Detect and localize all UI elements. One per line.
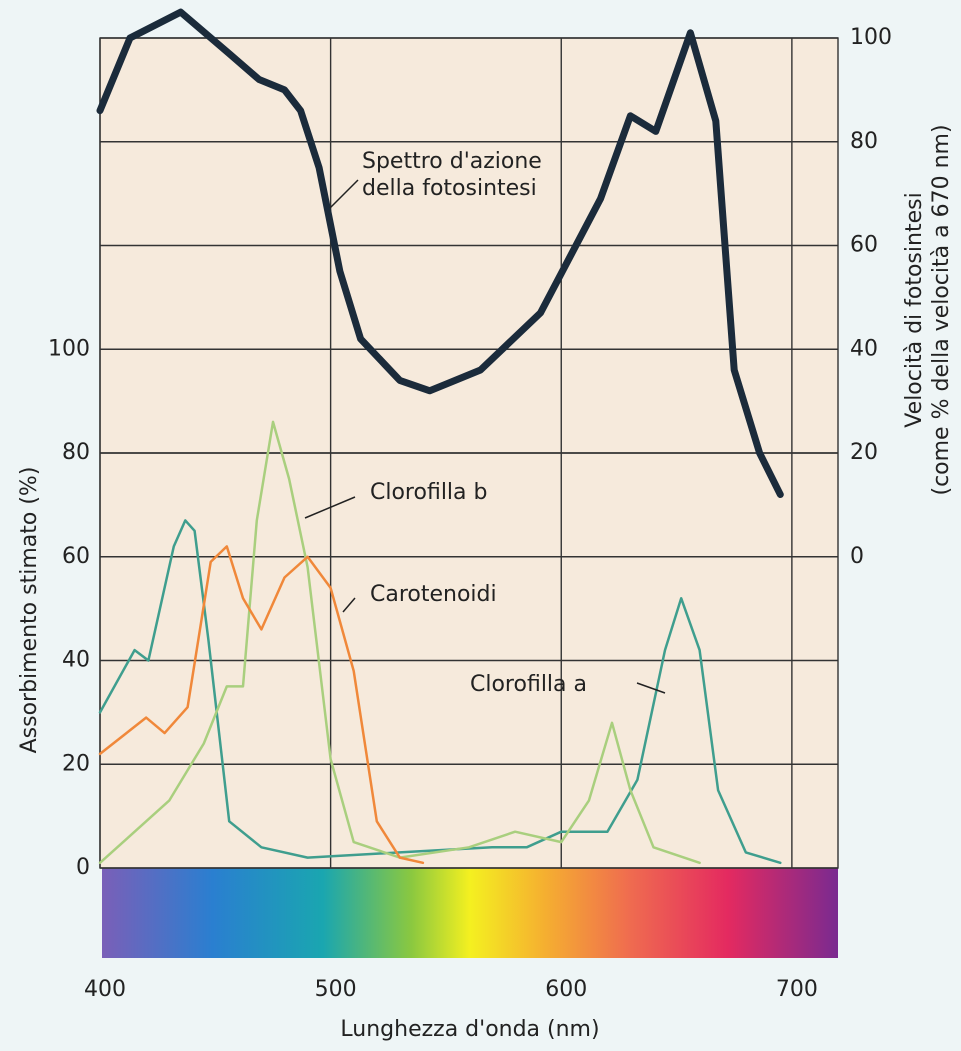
series-label: Carotenoidi — [370, 582, 497, 607]
y-tick-label: 20 — [62, 751, 90, 776]
annotation-leader — [342, 597, 356, 613]
y-tick-label: 40 — [62, 648, 90, 673]
y2-tick-label: 40 — [850, 336, 878, 361]
y2-tick-label: 20 — [850, 440, 878, 465]
y2-tick-label: 0 — [850, 544, 864, 569]
series-line — [98, 545, 425, 865]
x-tick-label: 400 — [84, 977, 126, 1002]
x-tick-label: 600 — [545, 977, 587, 1002]
series-label: Clorofilla a — [470, 672, 587, 697]
y-tick-label: 0 — [76, 855, 90, 880]
series-label: Clorofilla b — [370, 480, 487, 505]
y2-tick-label: 80 — [850, 129, 878, 154]
series-label-box: Spettro d'azione della fotosintesi — [362, 149, 542, 201]
y-tick-label: 60 — [62, 544, 90, 569]
series-label: Spettro d'azione della fotosintesi — [362, 149, 542, 201]
spectrum-strip — [102, 868, 838, 958]
y2-axis-label: Velocità di fotosintesi — [902, 192, 927, 427]
y2-tick-label: 100 — [850, 25, 892, 50]
x-axis-label: Lunghezza d'onda (nm) — [340, 1017, 599, 1042]
y2-tick-label: 60 — [850, 233, 878, 258]
y2-axis-label: (come % della velocità a 670 nm) — [929, 124, 954, 495]
y-tick-label: 100 — [48, 336, 90, 361]
annotation-leader — [329, 179, 359, 209]
annotation-leader — [304, 496, 356, 519]
series-line — [96, 8, 784, 498]
series-line — [98, 420, 701, 865]
y-tick-label: 80 — [62, 440, 90, 465]
plot-frame — [99, 37, 839, 869]
annotation-leader — [636, 682, 666, 694]
x-tick-label: 500 — [315, 977, 357, 1002]
y-axis-label: Assorbimento stimato (%) — [17, 467, 42, 754]
x-tick-label: 700 — [776, 977, 818, 1002]
